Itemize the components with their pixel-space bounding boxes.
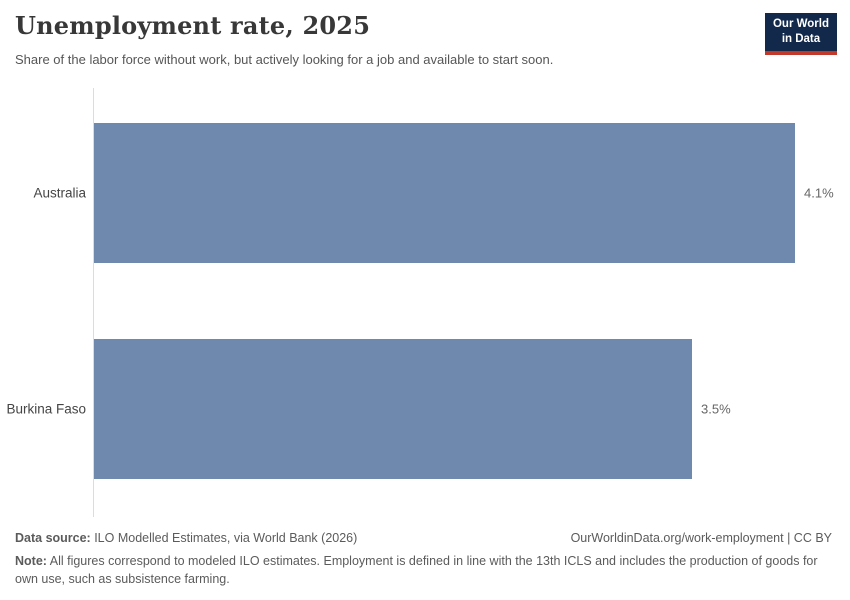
bar[interactable] [94, 339, 692, 479]
bar[interactable] [94, 123, 795, 263]
chart-subtitle: Share of the labor force without work, b… [15, 52, 554, 67]
bar-row: Burkina Faso 3.5% [0, 339, 850, 479]
y-axis-line [93, 88, 94, 517]
data-source-text: ILO Modelled Estimates, via World Bank (… [90, 531, 358, 545]
footer-row: Data source: ILO Modelled Estimates, via… [15, 531, 832, 545]
entity-label: Burkina Faso [6, 401, 86, 417]
value-label: 4.1% [804, 185, 834, 201]
owid-logo-line2: in Data [781, 32, 821, 45]
entity-label: Australia [33, 185, 86, 201]
owid-logo-line1: Our World [772, 18, 829, 30]
note-label: Note: [15, 554, 47, 568]
footer-note: Note: All figures correspond to modeled … [15, 552, 834, 588]
owid-url-link[interactable]: OurWorldinData.org/work-employment | CC … [570, 531, 832, 545]
bar-row: Australia 4.1% [0, 123, 850, 263]
note-text: All figures correspond to modeled ILO es… [15, 554, 818, 587]
value-label: 3.5% [701, 401, 731, 417]
data-source: Data source: ILO Modelled Estimates, via… [15, 531, 357, 545]
page-title: Unemployment rate, 2025 [15, 11, 371, 40]
owid-logo[interactable]: Our World in Data [764, 13, 837, 55]
data-source-label: Data source: [15, 531, 91, 545]
